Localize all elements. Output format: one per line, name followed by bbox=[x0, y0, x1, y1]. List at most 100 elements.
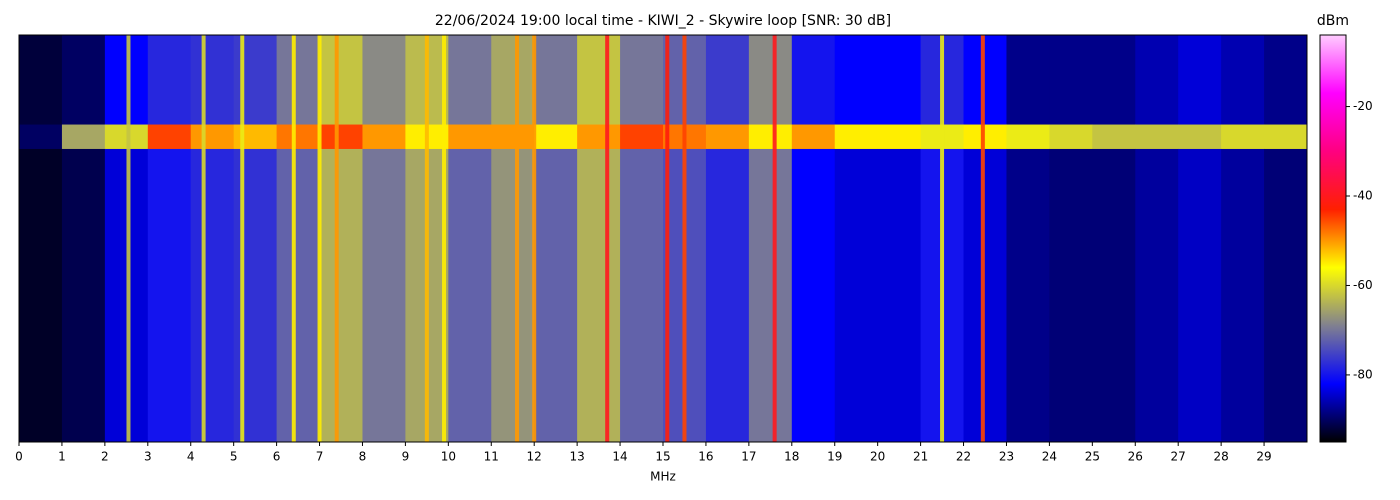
heatmap-cell bbox=[147, 35, 192, 126]
x-tick-label: 17 bbox=[741, 450, 756, 464]
signal-line bbox=[334, 35, 339, 442]
heatmap-cell bbox=[19, 35, 63, 126]
heatmap-cell bbox=[61, 124, 106, 150]
heatmap-cell bbox=[19, 148, 63, 443]
heatmap-cell bbox=[61, 148, 106, 443]
heatmap-cell bbox=[1135, 35, 1179, 126]
x-tick-label: 26 bbox=[1128, 450, 1143, 464]
signal-line bbox=[772, 35, 777, 442]
heatmap-cell bbox=[1221, 35, 1265, 126]
heatmap-cell bbox=[319, 148, 363, 443]
heatmap-cell bbox=[1006, 148, 1050, 443]
x-tick-label: 20 bbox=[870, 450, 885, 464]
x-tick-label: 1 bbox=[58, 450, 66, 464]
heatmap-cell bbox=[362, 124, 406, 150]
heatmap-cell bbox=[791, 35, 836, 126]
heatmap-cell bbox=[233, 124, 278, 150]
heatmap-cell bbox=[190, 148, 235, 443]
heatmap-cell bbox=[877, 124, 922, 150]
heatmap-cell bbox=[1092, 148, 1136, 443]
x-tick-label: 18 bbox=[784, 450, 799, 464]
heatmap-cell bbox=[1178, 124, 1222, 150]
x-tick-label: 0 bbox=[15, 450, 23, 464]
heatmap-cell bbox=[534, 148, 578, 443]
heatmap-cell bbox=[147, 148, 192, 443]
heatmap-cell bbox=[448, 35, 492, 126]
x-tick-label: 2 bbox=[101, 450, 109, 464]
heatmap-cell bbox=[834, 35, 879, 126]
x-tick-label: 22 bbox=[956, 450, 971, 464]
x-axis-label: MHz bbox=[650, 470, 676, 484]
heatmap-cell bbox=[963, 124, 1007, 150]
signal-line bbox=[424, 35, 429, 442]
heatmap-cell bbox=[620, 35, 664, 126]
heatmap-cell bbox=[276, 124, 321, 150]
x-tick-label: 16 bbox=[698, 450, 713, 464]
heatmap-cell bbox=[877, 148, 922, 443]
chart-title: 22/06/2024 19:00 local time - KIWI_2 - S… bbox=[435, 13, 891, 29]
heatmap-cell bbox=[233, 148, 278, 443]
x-tick-label: 14 bbox=[612, 450, 627, 464]
heatmap-cell bbox=[491, 148, 535, 443]
x-tick-label: 29 bbox=[1256, 450, 1271, 464]
heatmap-cell bbox=[1135, 148, 1179, 443]
x-tick-label: 11 bbox=[484, 450, 499, 464]
heatmap-cell bbox=[705, 35, 750, 126]
x-tick-label: 28 bbox=[1213, 450, 1228, 464]
signal-line bbox=[665, 35, 670, 442]
heatmap-cell bbox=[61, 35, 106, 126]
heatmap-cell bbox=[233, 35, 278, 126]
heatmap-cell bbox=[791, 148, 836, 443]
heatmap-cell bbox=[362, 35, 406, 126]
signal-line bbox=[532, 35, 537, 442]
x-tick-label: 27 bbox=[1171, 450, 1186, 464]
heatmap-cell bbox=[534, 124, 578, 150]
heatmap-cell bbox=[1178, 35, 1222, 126]
x-tick-label: 19 bbox=[827, 450, 842, 464]
signal-line bbox=[442, 35, 447, 442]
signal-line bbox=[605, 35, 610, 442]
heatmap-cell bbox=[319, 124, 363, 150]
x-tick-label: 4 bbox=[187, 450, 195, 464]
heatmap-cell bbox=[19, 124, 63, 150]
signal-line bbox=[515, 35, 520, 442]
signal-line bbox=[240, 35, 245, 442]
x-tick-label: 5 bbox=[230, 450, 238, 464]
heatmap-cell bbox=[791, 124, 836, 150]
heatmap-cell bbox=[190, 35, 235, 126]
heatmap-cell bbox=[1092, 124, 1136, 150]
x-tick-label: 23 bbox=[999, 450, 1014, 464]
heatmap-cell bbox=[276, 148, 321, 443]
heatmap-cell bbox=[963, 35, 1007, 126]
heatmap-cell bbox=[705, 148, 750, 443]
heatmap-cell bbox=[963, 148, 1007, 443]
colorbar-tick-label: -40 bbox=[1353, 189, 1373, 203]
heatmap-cell bbox=[1264, 148, 1308, 443]
x-tick-label: 8 bbox=[359, 450, 367, 464]
heatmap-cell bbox=[1178, 148, 1222, 443]
heatmap-cell bbox=[1264, 124, 1308, 150]
heatmap-cell bbox=[577, 35, 621, 126]
x-tick-label: 10 bbox=[441, 450, 456, 464]
heatmap-cell bbox=[491, 124, 535, 150]
signal-line bbox=[682, 35, 687, 442]
signal-line bbox=[291, 35, 296, 442]
heatmap-cell bbox=[534, 35, 578, 126]
signal-line bbox=[317, 35, 322, 442]
heatmap-cell bbox=[1006, 124, 1050, 150]
signal-line bbox=[201, 35, 206, 442]
x-tick-label: 24 bbox=[1042, 450, 1057, 464]
heatmap-cell bbox=[748, 35, 793, 126]
signal-line bbox=[980, 35, 985, 442]
heatmap-cell bbox=[319, 35, 363, 126]
x-tick-label: 7 bbox=[316, 450, 324, 464]
heatmap-cell bbox=[834, 148, 879, 443]
heatmap-cell bbox=[877, 35, 922, 126]
signal-line bbox=[940, 35, 945, 442]
colorbar-tick-label: -20 bbox=[1353, 99, 1373, 113]
x-tick-label: 12 bbox=[527, 450, 542, 464]
heatmap-cell bbox=[577, 148, 621, 443]
heatmap-cell bbox=[448, 124, 492, 150]
heatmap-cell bbox=[577, 124, 621, 150]
